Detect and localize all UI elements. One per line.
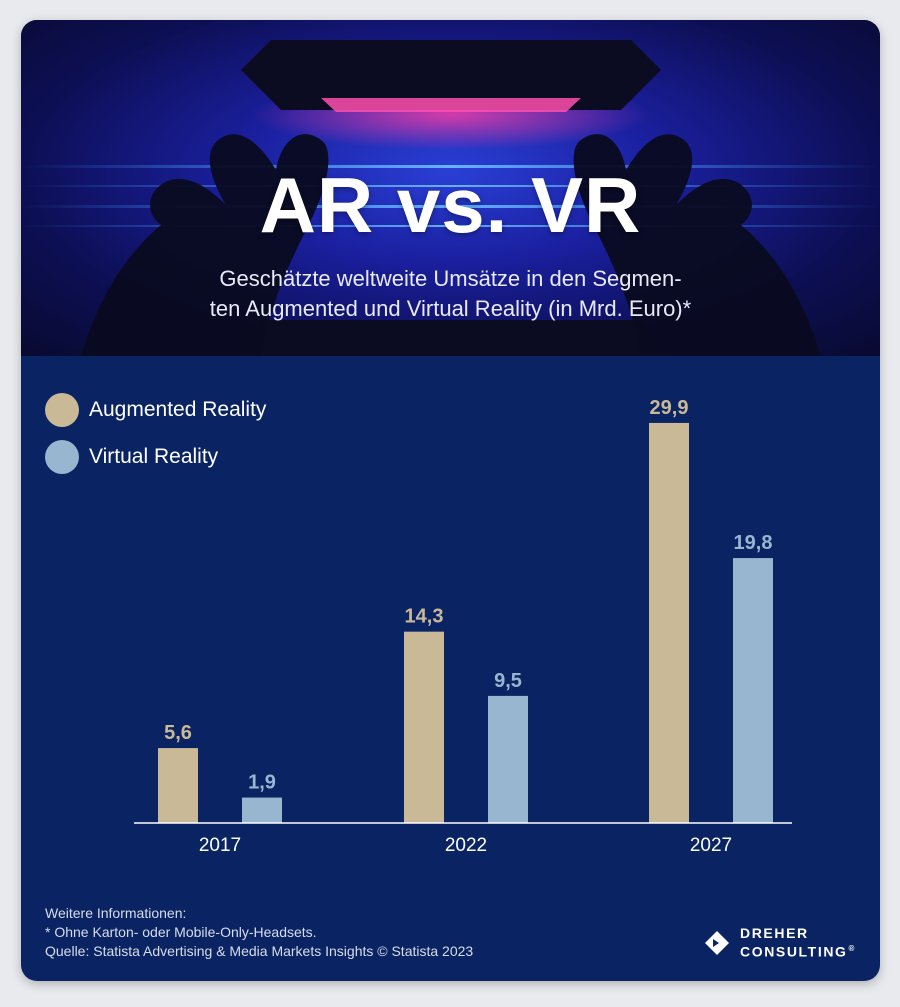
vr-headset-hands-illustration [21, 40, 880, 356]
bar-augmented-2017 [158, 748, 198, 823]
bar-virtual-2022 [488, 695, 528, 823]
legend-item-augmented: Augmented Reality [45, 393, 266, 427]
bar-virtual-2027 [733, 558, 773, 823]
footer-notes: Weitere Informationen: * Ohne Karton- od… [45, 904, 473, 961]
logo-registered-mark: ® [848, 944, 857, 953]
logo-line-1: DREHER [740, 925, 809, 941]
legend-item-virtual: Virtual Reality [45, 440, 218, 474]
x-tick-label-2027: 2027 [690, 835, 732, 856]
bar-augmented-2022 [404, 631, 444, 823]
x-tick-label-2017: 2017 [199, 835, 241, 856]
logo-diamond-icon [705, 930, 729, 955]
logo-line-2-text: CONSULTING [740, 943, 848, 960]
x-tick-label-2022: 2022 [445, 835, 487, 856]
logo-text: DREHER CONSULTING® [740, 926, 856, 960]
legend-swatch-augmented [45, 393, 79, 427]
subtitle-line-2: ten Augmented und Virtual Reality (in Mr… [209, 296, 692, 321]
data-label-augmented-2027: 29,9 [650, 397, 689, 419]
infographic-card: AR vs. VR Geschätzte weltweite Umsätze i… [21, 20, 880, 981]
dreher-consulting-logo: DREHER CONSULTING® [704, 926, 856, 960]
data-label-virtual-2017: 1,9 [248, 772, 276, 794]
legend-swatch-virtual [45, 440, 79, 474]
bar-chart: 5,6 1,9 2017 14,3 9,5 2022 29,9 19,8 2027 [134, 397, 792, 856]
legend-label-augmented: Augmented Reality [89, 398, 267, 421]
page-title: AR vs. VR [259, 161, 642, 249]
footer-more-info: Weitere Informationen: [45, 905, 187, 921]
footer-footnote: * Ohne Karton- oder Mobile-Only-Headsets… [45, 924, 317, 940]
footer-source: Quelle: Statista Advertising & Media Mar… [45, 943, 474, 959]
subtitle-line-1: Geschätzte weltweite Umsätze in den Segm… [219, 266, 682, 291]
logo-line-2: CONSULTING® [740, 941, 856, 960]
legend-label-virtual: Virtual Reality [89, 445, 219, 468]
data-label-virtual-2022: 9,5 [494, 670, 522, 692]
data-label-augmented-2017: 5,6 [164, 722, 192, 744]
page-subtitle: Geschätzte weltweite Umsätze in den Segm… [21, 264, 880, 324]
bar-virtual-2017 [242, 797, 282, 823]
bar-augmented-2027 [649, 422, 689, 823]
data-label-virtual-2027: 19,8 [734, 532, 773, 554]
data-label-augmented-2022: 14,3 [405, 606, 444, 628]
hero-banner: AR vs. VR Geschätzte weltweite Umsätze i… [21, 20, 880, 356]
